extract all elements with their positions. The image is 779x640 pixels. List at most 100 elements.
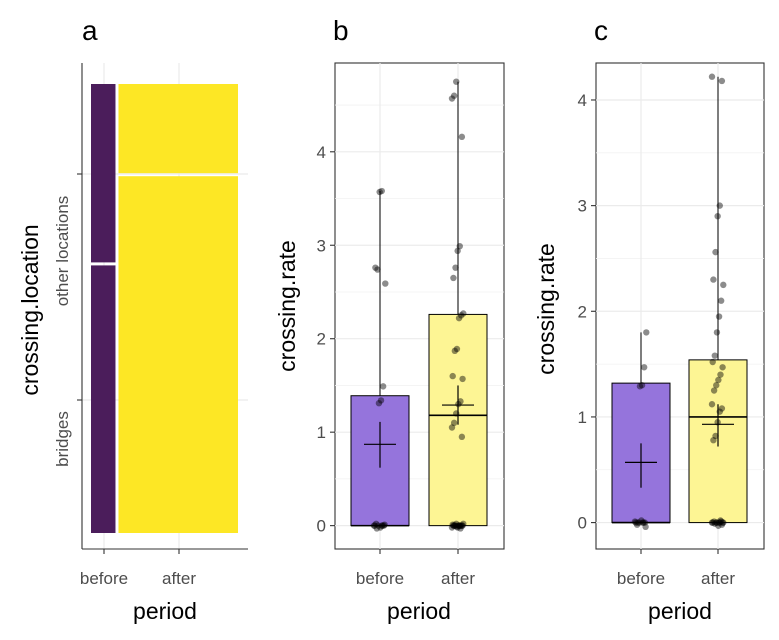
data-point-after: [453, 78, 460, 85]
y-tick-label: 4: [578, 91, 587, 110]
data-point-before: [377, 524, 384, 531]
data-point-after: [717, 297, 725, 304]
data-point-before: [378, 522, 385, 529]
data-point-before: [381, 521, 388, 528]
y-tick-label: 1: [317, 423, 326, 442]
data-point-after: [713, 329, 721, 336]
data-point-after: [710, 387, 718, 394]
data-point-before: [640, 364, 648, 371]
panel-b-x-axis-title: period: [387, 598, 451, 624]
data-point-after: [708, 73, 716, 80]
data-point-after: [457, 398, 464, 405]
data-point-before: [370, 522, 378, 529]
y-tick-label: 4: [317, 143, 326, 162]
data-point-after: [458, 522, 466, 529]
data-point-after: [712, 432, 719, 440]
panel-b-bar-chart: 0 1 2 3 4 before after period crossing.rate: [274, 62, 505, 624]
mosaic-tile-after-other-locations: [118, 84, 238, 174]
panel-a-y-axis-title: crossing.location: [17, 224, 43, 395]
data-point-after: [715, 376, 722, 384]
data-point-after: [714, 212, 721, 220]
data-point-after: [717, 517, 724, 524]
data-point-after: [718, 77, 726, 85]
data-point-after: [458, 433, 466, 441]
panel-c-points: [625, 73, 734, 531]
data-point-after: [455, 522, 463, 529]
data-point-after: [716, 202, 723, 209]
data-point-before: [638, 517, 645, 524]
data-point-after: [449, 372, 456, 380]
panel-c-x-axis-title: period: [648, 598, 712, 624]
data-point-after: [457, 525, 464, 532]
data-point-after: [715, 522, 722, 529]
panel-a-x-axis-title: period: [133, 598, 197, 624]
data-point-after: [709, 358, 716, 366]
data-point-before: [636, 519, 643, 526]
data-point-after: [713, 519, 721, 526]
data-point-after: [452, 522, 459, 529]
data-point-after: [709, 519, 716, 526]
y-tick-label: 2: [317, 330, 326, 349]
panel-b-x-tick-label-before: before: [356, 569, 404, 588]
data-point-after: [459, 375, 466, 383]
panel-b-points: [364, 78, 474, 532]
data-point-before: [380, 522, 388, 529]
data-point-after: [713, 382, 720, 389]
data-point-before: [641, 519, 649, 526]
panel-a-y-tick-label-bridges: bridges: [53, 411, 72, 467]
y-tick-label: 2: [578, 302, 587, 321]
data-point-before: [372, 520, 380, 527]
data-point-after: [719, 519, 726, 526]
data-point-after: [455, 522, 462, 529]
data-point-before: [377, 397, 385, 404]
data-point-before: [639, 519, 646, 526]
data-point-after: [451, 522, 459, 529]
data-point-after: [458, 133, 466, 141]
panel-a-tiles: [91, 84, 238, 533]
data-point-before: [643, 329, 650, 336]
data-point-after: [448, 424, 456, 431]
data-point-after: [453, 520, 460, 527]
y-tick-label: 3: [578, 197, 587, 216]
mosaic-tile-before-other-locations: [91, 84, 116, 263]
data-point-after: [710, 276, 717, 283]
panel-letter-c: c: [594, 15, 608, 46]
panel-c-y-axis-title: crossing.rate: [533, 243, 559, 375]
data-point-before: [375, 400, 383, 407]
data-point-after: [456, 242, 463, 250]
data-point-after: [456, 522, 463, 529]
panel-a-x-tick-label-before: before: [80, 569, 128, 588]
mosaic-tile-after-bridges: [118, 176, 238, 533]
data-point-after: [710, 518, 718, 525]
data-point-before: [642, 523, 649, 531]
data-point-after: [718, 405, 726, 412]
panel-b-y-ticks: 0 1 2 3 4: [317, 143, 335, 536]
data-point-after: [715, 519, 723, 526]
panel-c-x-tick-label-before: before: [617, 569, 665, 588]
data-point-before: [631, 518, 639, 525]
data-point-before: [636, 383, 644, 390]
data-point-after: [708, 401, 716, 408]
data-point-after: [718, 521, 726, 528]
data-point-after: [460, 310, 467, 317]
data-point-after: [448, 524, 456, 531]
data-point-before: [378, 187, 385, 195]
data-point-after: [713, 519, 720, 526]
y-tick-label: 0: [317, 517, 326, 536]
data-point-before: [374, 266, 381, 273]
data-point-after: [453, 523, 461, 530]
y-tick-label: 0: [578, 514, 587, 533]
data-point-after: [451, 347, 459, 355]
panel-a-x-tick-label-after: after: [162, 569, 196, 588]
data-point-after: [708, 519, 716, 526]
panel-c-y-ticks: 0 1 2 3 4: [578, 91, 596, 533]
data-point-after: [452, 264, 459, 271]
data-point-after: [454, 247, 461, 255]
data-point-after: [449, 521, 456, 528]
data-point-before: [371, 522, 378, 529]
data-point-after: [450, 522, 458, 529]
data-point-after: [457, 522, 465, 529]
data-point-before: [379, 383, 387, 390]
data-point-after: [719, 364, 726, 371]
